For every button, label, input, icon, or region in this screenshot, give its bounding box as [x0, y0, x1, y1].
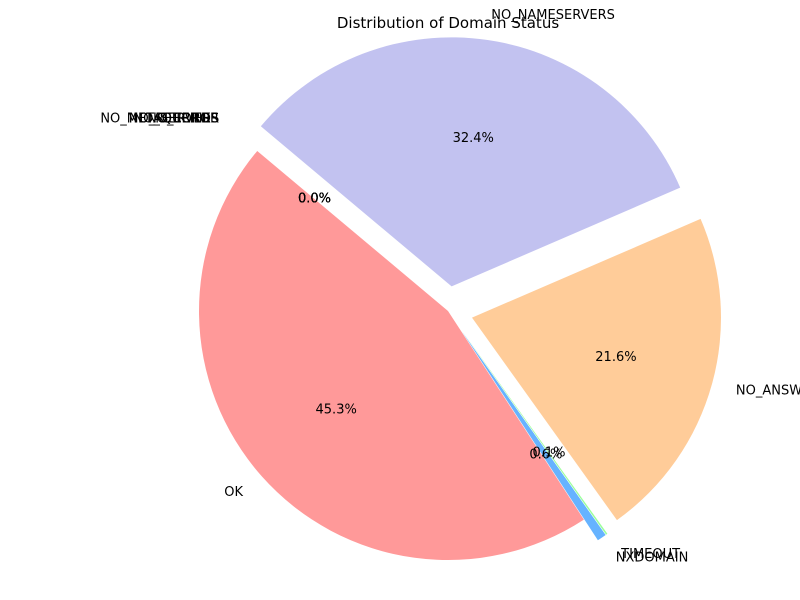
pie-slice-no-answer [471, 218, 721, 521]
pie-slice-nxdomain [461, 331, 606, 541]
slice-percent-no-nameservers: 32.4% [453, 131, 494, 146]
pie-percent-labels: 45.3%0.6%0.1%21.6%32.4%0.0%0.0%0.0%0.0% [298, 131, 637, 463]
pie-slice-timeout [462, 331, 608, 535]
slice-percent-timeout: 0.1% [533, 446, 566, 461]
slice-percent-no-error: 0.0% [298, 191, 331, 206]
slice-label-no-metaqueries: NO_METAQUERIES [100, 111, 219, 126]
slice-label-ok: OK [224, 485, 243, 500]
chart-title: Distribution of Domain Status [337, 14, 559, 32]
slice-label-no-servers: NO_SERVERS [133, 111, 219, 126]
slice-percent-ok: 45.3% [316, 403, 357, 418]
slice-percent-no-servers: 0.0% [298, 191, 331, 206]
slice-percent-no-records: 0.0% [298, 191, 331, 206]
slice-label-timeout: TIMEOUT [620, 547, 680, 562]
slice-percent-nxdomain: 0.6% [529, 448, 562, 463]
pie-slices [199, 37, 721, 560]
slice-label-no-answer: NO_ANSWER [736, 383, 800, 398]
slice-label-no-error: NO_ERROR [147, 111, 219, 126]
slice-label-nxdomain: NXDOMAIN [616, 551, 689, 566]
slice-label-no-nameservers: NO_NAMESERVERS [491, 8, 615, 23]
pie-slice-no-nameservers [260, 37, 681, 287]
slice-percent-no-answer: 21.6% [595, 350, 636, 365]
pie-slice-ok [199, 150, 584, 560]
slice-percent-no-metaqueries: 0.0% [298, 191, 331, 206]
slice-label-no-records: NO_RECORDS [129, 111, 219, 126]
